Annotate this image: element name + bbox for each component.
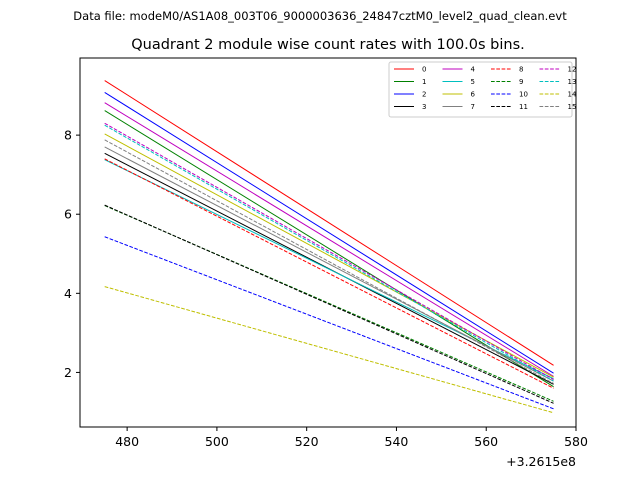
series-line-15 [104, 139, 554, 384]
series-line-2 [104, 91, 554, 374]
plot-lines [104, 80, 554, 414]
series-line-0 [104, 80, 554, 366]
legend-label-0: 0 [422, 66, 426, 74]
series-line-10 [104, 236, 554, 410]
legend-label-5: 5 [471, 78, 475, 86]
legend-label-15: 15 [568, 103, 577, 111]
series-line-11 [104, 204, 554, 404]
legend-label-8: 8 [519, 66, 523, 74]
legend-label-7: 7 [471, 103, 475, 111]
legend-label-12: 12 [568, 66, 577, 74]
x-axis-ticks: 480 500 520 540 560 580 [115, 427, 588, 449]
series-line-13 [104, 124, 554, 382]
series-line-1 [104, 110, 554, 388]
legend-label-14: 14 [568, 91, 577, 99]
legend-box [388, 61, 573, 118]
x-tick-label: 580 [564, 434, 588, 449]
series-line-9 [104, 205, 554, 402]
legend-label-11: 11 [519, 103, 528, 111]
x-tick-label: 560 [474, 434, 498, 449]
x-tick-label: 520 [295, 434, 319, 449]
chart-suptitle: Data file: modeM0/AS1A08_003T06_90000036… [73, 9, 567, 23]
y-tick-label: 2 [64, 365, 72, 380]
legend-label-10: 10 [519, 91, 528, 99]
series-line-12 [104, 122, 554, 380]
x-tick-label: 500 [205, 434, 229, 449]
legend-label-6: 6 [471, 91, 476, 99]
y-axis-ticks: 2 4 6 8 [64, 128, 80, 380]
x-axis-offset-label: +3.2615e8 [506, 454, 576, 469]
legend-label-9: 9 [519, 78, 523, 86]
y-tick-label: 8 [64, 128, 72, 143]
y-tick-label: 4 [64, 286, 72, 301]
series-line-14 [104, 286, 554, 414]
series-line-8 [104, 158, 554, 389]
chart-title: Quadrant 2 module wise count rates with … [131, 37, 525, 53]
axes-frame [79, 57, 577, 428]
series-line-6 [104, 133, 554, 378]
legend-label-3: 3 [422, 103, 426, 111]
legend-label-1: 1 [422, 78, 426, 86]
x-tick-label: 540 [385, 434, 409, 449]
legend-label-13: 13 [568, 78, 577, 86]
series-line-7 [104, 146, 554, 382]
axes-box [79, 57, 577, 428]
x-tick-label: 480 [115, 434, 139, 449]
series-line-4 [104, 102, 554, 377]
legend-label-4: 4 [471, 66, 476, 74]
legend-label-2: 2 [422, 91, 426, 99]
y-tick-label: 6 [64, 207, 72, 222]
